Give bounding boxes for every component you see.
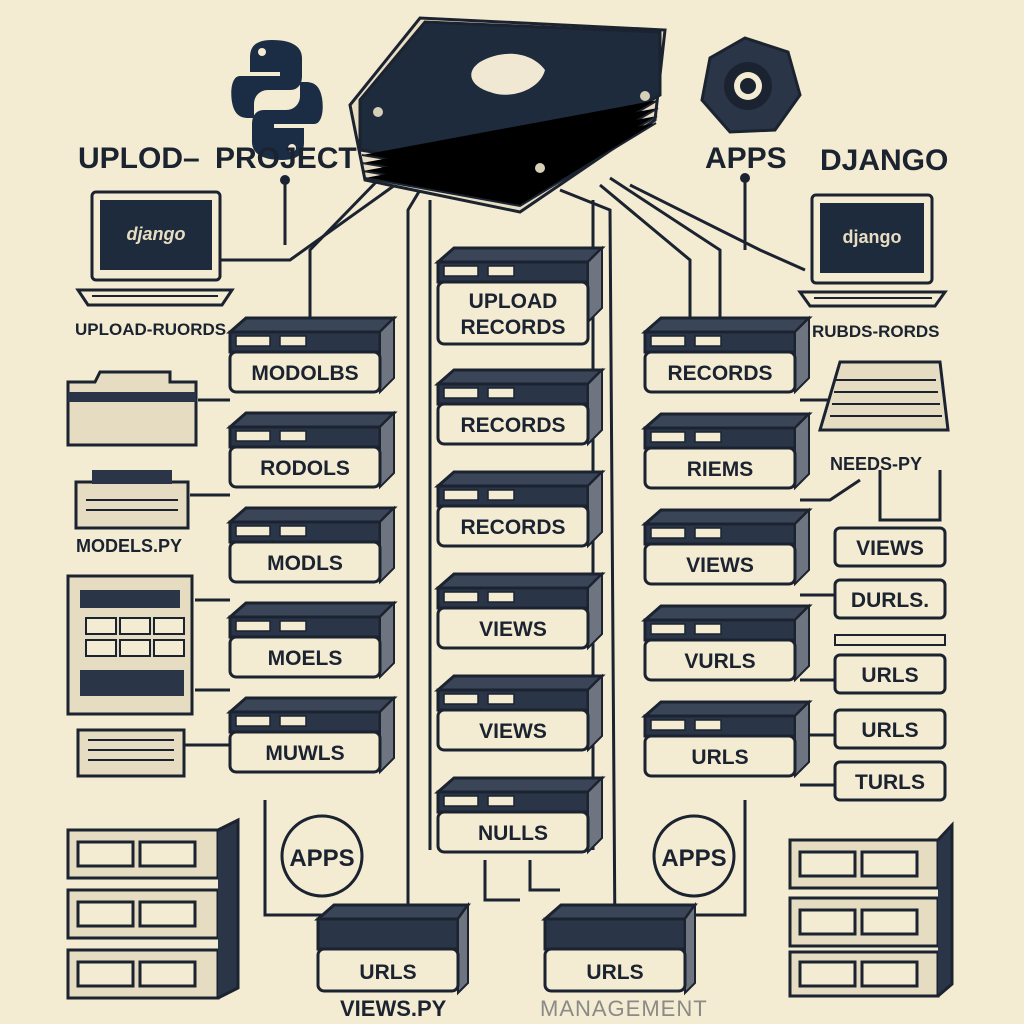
folder-icon xyxy=(66,370,198,447)
svg-text:DURLS.: DURLS. xyxy=(851,589,929,612)
module-stacks: MODOLBS RODOLS MODLS MOELS MUWLS UPLOAD RECORD… xyxy=(226,245,947,996)
center-stack-box-2-label: RECORDS xyxy=(460,516,565,539)
left-title-1: UPLOD– xyxy=(78,142,200,175)
center-stack-box-0-label: UPLOAD xyxy=(469,290,558,313)
left-stack-box-4-label: MUWLS xyxy=(265,742,344,765)
right-tag-2: URLS xyxy=(833,634,947,695)
right-stack-box-0: RECORDS xyxy=(641,315,813,395)
left-stack-box-2: MODLS xyxy=(226,505,398,585)
bottom-right-box: URLS xyxy=(541,901,698,996)
center-stack-box-5: NULLS xyxy=(434,775,606,855)
svg-text:VIEWS: VIEWS xyxy=(856,537,924,560)
connector-lines xyxy=(180,176,942,942)
right-stack-box-4-label: URLS xyxy=(691,746,748,769)
right-tag-4: TURLS xyxy=(833,760,947,802)
bottom-right-caption: MANAGEMENT xyxy=(540,996,708,1021)
laptop-left-screen-text: django xyxy=(127,224,186,244)
laptop-left-caption: UPLOAD-RUORDS xyxy=(75,320,226,339)
laptop-left-icon xyxy=(75,190,235,307)
laptop-right-caption: RUBDS-RORDS xyxy=(812,322,940,341)
right-stack-box-2-label: VIEWS xyxy=(686,554,754,577)
right-stack-box-1: RIEMS xyxy=(641,411,813,491)
right-tag-0: VIEWS xyxy=(833,526,947,568)
bottom-left-box: URLS xyxy=(314,901,471,996)
left-stack-box-2-label: MODLS xyxy=(267,552,343,575)
right-title-1: APPS xyxy=(705,142,787,175)
right-stack-box-0-label: RECORDS xyxy=(667,362,772,385)
right-tag-3: URLS xyxy=(833,708,947,750)
svg-text:TURLS: TURLS xyxy=(855,771,925,794)
left-models-caption: MODELS.PY xyxy=(76,536,182,556)
right-title-2: DJANGO xyxy=(820,144,948,177)
svg-text:APPS: APPS xyxy=(289,845,354,872)
python-logo-icon xyxy=(231,40,323,160)
left-stack-box-1: RODOLS xyxy=(226,410,398,490)
center-stack-box-3: VIEWS xyxy=(434,571,606,651)
document-grid-icon xyxy=(66,574,194,716)
left-stack-box-4: MUWLS xyxy=(226,695,398,775)
server-rack-right-icon xyxy=(788,821,954,998)
bottom-left-caption: VIEWS.PY xyxy=(340,996,447,1021)
svg-text:URLS: URLS xyxy=(359,961,416,984)
center-stack-box-4: VIEWS xyxy=(434,673,606,753)
apps-badge-left: APPS xyxy=(280,814,364,898)
right-tag-1: DURLS. xyxy=(833,578,947,620)
svg-text:URLS: URLS xyxy=(586,961,643,984)
left-stack-box-3: MOELS xyxy=(226,600,398,680)
left-stack-box-3-label: MOELS xyxy=(268,647,343,670)
apps-badge-right: APPS xyxy=(652,814,736,898)
center-stack-box-1: RECORDS xyxy=(434,367,606,447)
svg-text:URLS: URLS xyxy=(861,664,918,687)
right-stack-box-3-label: VURLS xyxy=(684,650,755,673)
left-stack-box-0-label: MODOLBS xyxy=(251,362,358,385)
center-stack-box-3-label: VIEWS xyxy=(479,618,547,641)
right-stack-box-1-label: RIEMS xyxy=(687,458,754,481)
gear-icon xyxy=(700,36,802,134)
right-stack-box-2: VIEWS xyxy=(641,507,813,587)
center-stack-box-1-label: RECORDS xyxy=(460,414,565,437)
center-stack-box-2: RECORDS xyxy=(434,469,606,549)
left-stack-box-1-label: RODOLS xyxy=(260,457,350,480)
right-stack-box-4: URLS xyxy=(641,699,813,779)
server-rack-left-icon xyxy=(66,817,240,1000)
keyboard-icon xyxy=(76,728,186,778)
right-needs-caption: NEEDS-PY xyxy=(830,454,922,474)
svg-text:APPS: APPS xyxy=(661,845,726,872)
printer-icon xyxy=(74,470,190,530)
center-stack-box-0-label: RECORDS xyxy=(460,316,565,339)
laptop-right-icon xyxy=(797,193,948,308)
center-stack-box-4-label: VIEWS xyxy=(479,720,547,743)
laptop-right-screen-text: django xyxy=(843,227,902,247)
center-stack-box-0: UPLOAD RECORDS xyxy=(434,245,606,346)
left-stack-box-0: MODOLBS xyxy=(226,315,398,395)
center-stack-box-5-label: NULLS xyxy=(478,822,548,845)
book-icon xyxy=(348,16,667,214)
left-title-2: PROJECT xyxy=(215,142,357,175)
right-stack-box-3: VURLS xyxy=(641,603,813,683)
scanner-icon xyxy=(817,360,950,432)
svg-text:URLS: URLS xyxy=(861,719,918,742)
